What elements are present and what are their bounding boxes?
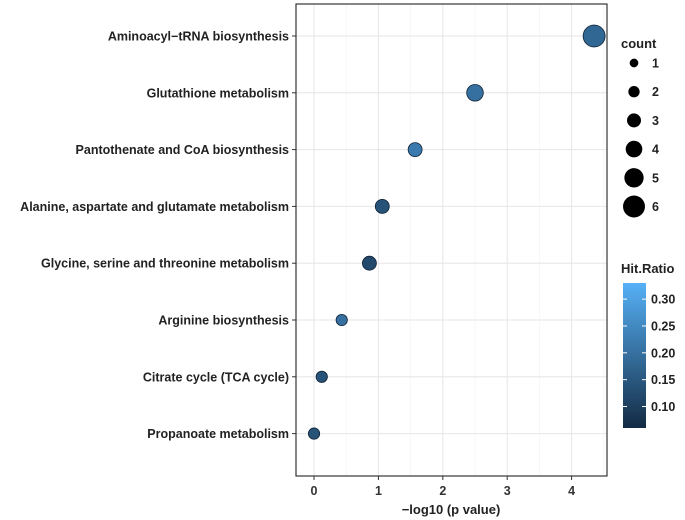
data-point: [407, 142, 423, 157]
y-tick-label: Arginine biosynthesis: [158, 314, 289, 328]
y-axis: Aminoacyl−tRNA biosynthesis Glutathione m…: [20, 30, 296, 441]
data-point: [582, 24, 606, 48]
x-axis-title: −log10 (p value): [402, 502, 501, 517]
y-tick-label: Alanine, aspartate and glutamate metabol…: [20, 200, 289, 214]
x-axis: 0 1 2 3 4: [311, 476, 575, 498]
x-tick-label: 4: [568, 484, 575, 498]
color-legend-label: 0.25: [651, 319, 675, 333]
data-point: [374, 199, 390, 214]
data-points: [307, 24, 606, 440]
y-tick-label: Pantothenate and CoA biosynthesis: [76, 143, 290, 157]
size-legend-label: 4: [652, 143, 659, 157]
color-legend-label: 0.30: [651, 293, 675, 307]
data-point: [466, 84, 484, 102]
plot-panel: [296, 4, 607, 476]
color-legend-title: Hit.Ratio: [621, 261, 675, 276]
data-point: [307, 427, 321, 440]
color-legend-label: 0.10: [651, 400, 675, 414]
x-tick-label: 0: [311, 484, 318, 498]
y-tick-label: Citrate cycle (TCA cycle): [143, 370, 289, 384]
color-legend: 0.10 0.15 0.20 0.25 0.30: [623, 293, 675, 414]
size-legend-dot: [625, 140, 643, 158]
size-legend-dot: [628, 86, 640, 98]
y-tick-label: Aminoacyl−tRNA biosynthesis: [108, 30, 289, 44]
data-point: [362, 255, 377, 271]
size-legend-dot: [623, 195, 645, 218]
size-legend-label: 3: [652, 114, 659, 128]
x-tick-label: 3: [504, 484, 511, 498]
y-tick-label: Propanoate metabolism: [147, 427, 289, 441]
size-legend-dot: [624, 168, 644, 188]
size-legend-label: 6: [652, 200, 659, 214]
size-legend-dot: [627, 113, 641, 128]
x-tick-label: 2: [439, 484, 446, 498]
color-legend-label: 0.20: [651, 346, 675, 360]
color-legend-bar: [623, 283, 646, 428]
size-legend-label: 1: [652, 57, 659, 71]
size-legend-label: 2: [652, 85, 659, 99]
data-point: [315, 370, 328, 383]
size-legend: 1 2 3 4 5 6: [623, 57, 659, 218]
grid-lines: [296, 4, 607, 476]
color-legend-label: 0.15: [651, 373, 675, 387]
y-tick-label: Glutathione metabolism: [147, 86, 289, 100]
size-legend-label: 5: [652, 171, 659, 185]
size-legend-dot: [629, 58, 639, 68]
plot-border: [295, 3, 608, 477]
x-tick-label: 1: [375, 484, 382, 498]
size-legend-title: count: [621, 36, 657, 51]
data-point: [335, 313, 348, 327]
y-tick-label: Glycine, serine and threonine metabolism: [41, 257, 289, 271]
